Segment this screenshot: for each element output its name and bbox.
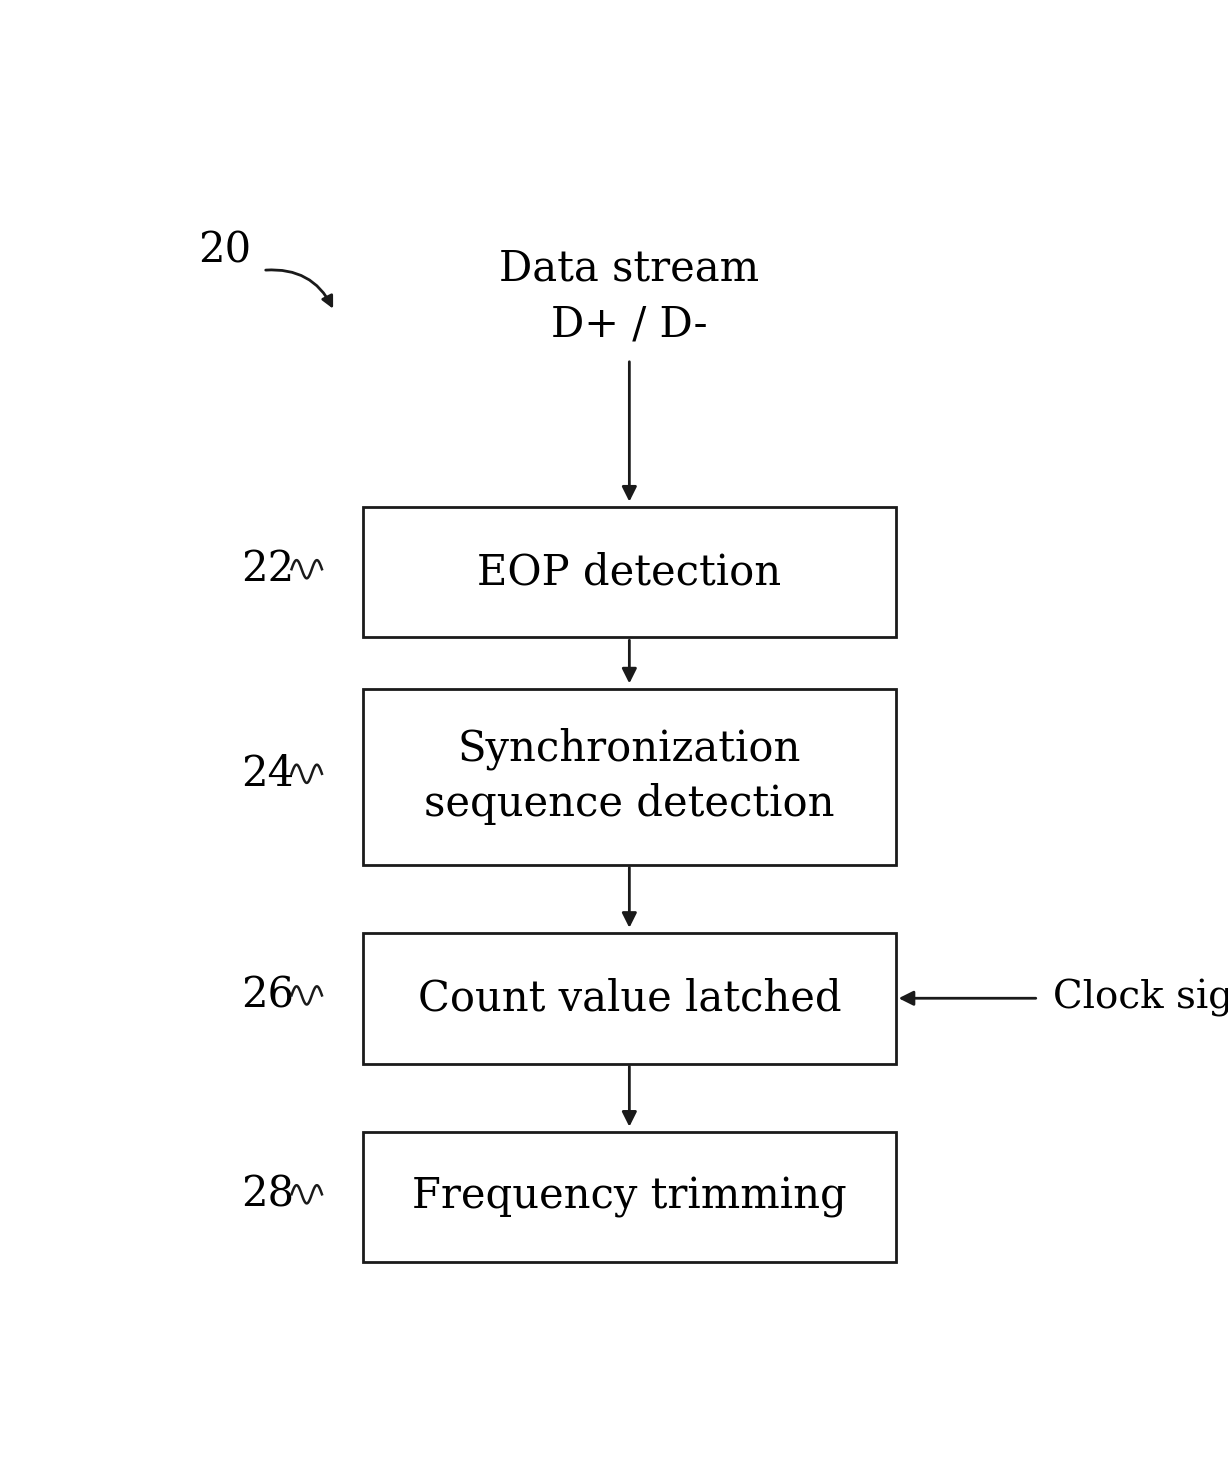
Text: EOP detection: EOP detection [478, 551, 781, 593]
Bar [363, 933, 896, 1064]
Text: Data stream
D+ / D-: Data stream D+ / D- [500, 248, 759, 345]
Text: 22: 22 [241, 548, 295, 590]
Text: Synchronization
sequence detection: Synchronization sequence detection [424, 728, 835, 825]
Text: Count value latched: Count value latched [418, 977, 841, 1020]
Text: Clock signal: Clock signal [1052, 979, 1228, 1017]
Text: 28: 28 [241, 1173, 295, 1215]
Bar [363, 506, 896, 638]
Text: Frequency trimming: Frequency trimming [411, 1176, 847, 1218]
Text: 20: 20 [198, 230, 252, 272]
Bar [363, 1132, 896, 1262]
Text: 24: 24 [241, 753, 295, 794]
Bar [363, 688, 896, 865]
Text: 26: 26 [241, 974, 295, 1017]
